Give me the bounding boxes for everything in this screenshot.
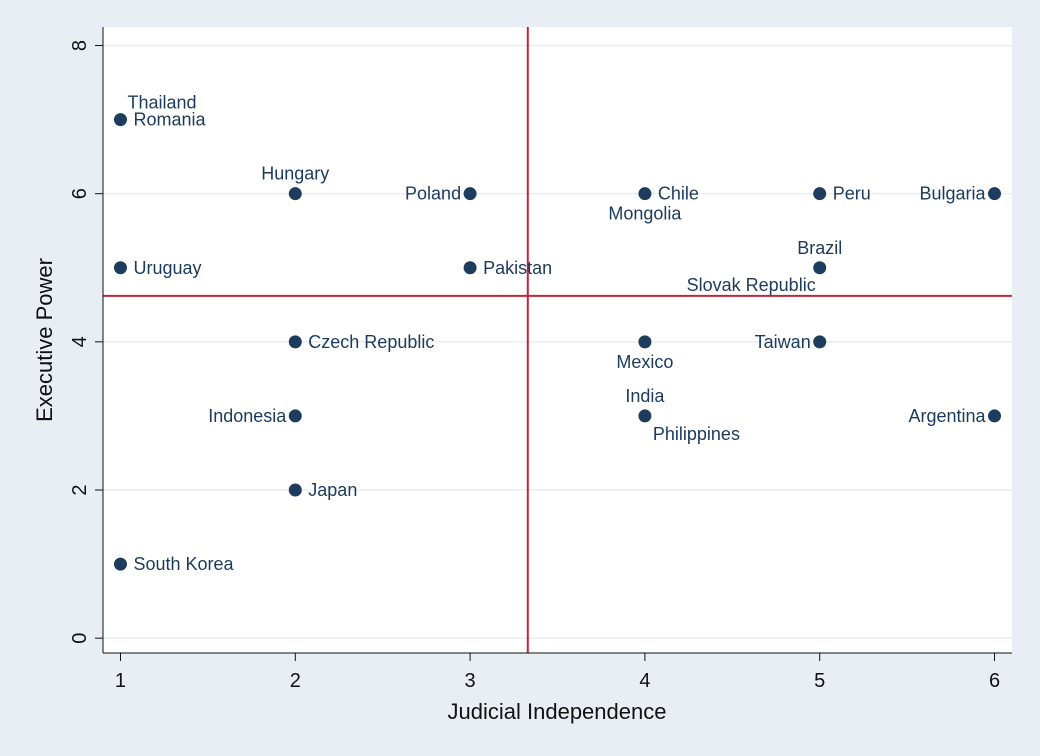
y-tick-label: 4 — [69, 336, 91, 347]
point-label: Taiwan — [755, 332, 811, 352]
point-label: Pakistan — [483, 258, 552, 278]
x-axis-title: Judicial Independence — [448, 699, 667, 724]
point-label: Argentina — [908, 406, 986, 426]
point-label: Slovak Republic — [687, 275, 816, 295]
data-point — [463, 187, 477, 201]
x-tick-label: 5 — [814, 670, 825, 692]
data-point — [463, 261, 477, 275]
y-tick-label: 8 — [69, 40, 91, 51]
data-point — [813, 261, 827, 275]
data-point — [288, 187, 302, 201]
x-tick-label: 3 — [465, 670, 476, 692]
data-point — [813, 187, 827, 201]
point-label: South Korea — [133, 554, 234, 574]
data-point — [113, 557, 127, 571]
point-label: Philippines — [653, 424, 740, 444]
plot-area — [103, 27, 1012, 653]
x-tick-label: 4 — [639, 670, 650, 692]
point-label: Mexico — [616, 352, 673, 372]
y-tick-label: 0 — [69, 633, 91, 644]
y-tick-label: 2 — [69, 484, 91, 495]
point-label: Peru — [833, 184, 871, 204]
reference-lines — [103, 27, 1012, 653]
x-tick-label: 6 — [989, 670, 1000, 692]
point-label: Indonesia — [208, 406, 287, 426]
x-tick-label: 2 — [290, 670, 301, 692]
point-label: Romania — [133, 110, 206, 130]
point-label: Hungary — [261, 164, 329, 184]
point-label: Uruguay — [133, 258, 201, 278]
point-label: Poland — [405, 184, 461, 204]
data-point — [638, 187, 652, 201]
axes — [102, 27, 1012, 654]
data-point — [638, 409, 652, 423]
point-label: Chile — [658, 184, 699, 204]
data-point — [813, 335, 827, 349]
point-label: Mongolia — [608, 204, 682, 224]
y-tick-label: 6 — [69, 188, 91, 199]
data-points — [113, 113, 1002, 571]
point-label: Czech Republic — [308, 332, 434, 352]
point-label: Thailand — [127, 93, 196, 113]
point-label: Bulgaria — [919, 184, 986, 204]
point-label: Japan — [308, 480, 357, 500]
data-point — [288, 409, 302, 423]
data-point — [288, 335, 302, 349]
data-point — [988, 187, 1002, 201]
point-label: India — [625, 386, 665, 406]
x-tick-label: 1 — [115, 670, 126, 692]
data-point — [113, 113, 127, 127]
data-point — [638, 335, 652, 349]
data-point — [288, 483, 302, 497]
data-point — [988, 409, 1002, 423]
grid-lines — [103, 44, 1012, 639]
point-label: Brazil — [797, 238, 842, 258]
data-point — [113, 261, 127, 275]
axis-ticks: 0 2 4 6 8 1 2 3 4 5 6 — [69, 40, 1000, 692]
y-axis-title: Executive Power — [32, 258, 57, 422]
